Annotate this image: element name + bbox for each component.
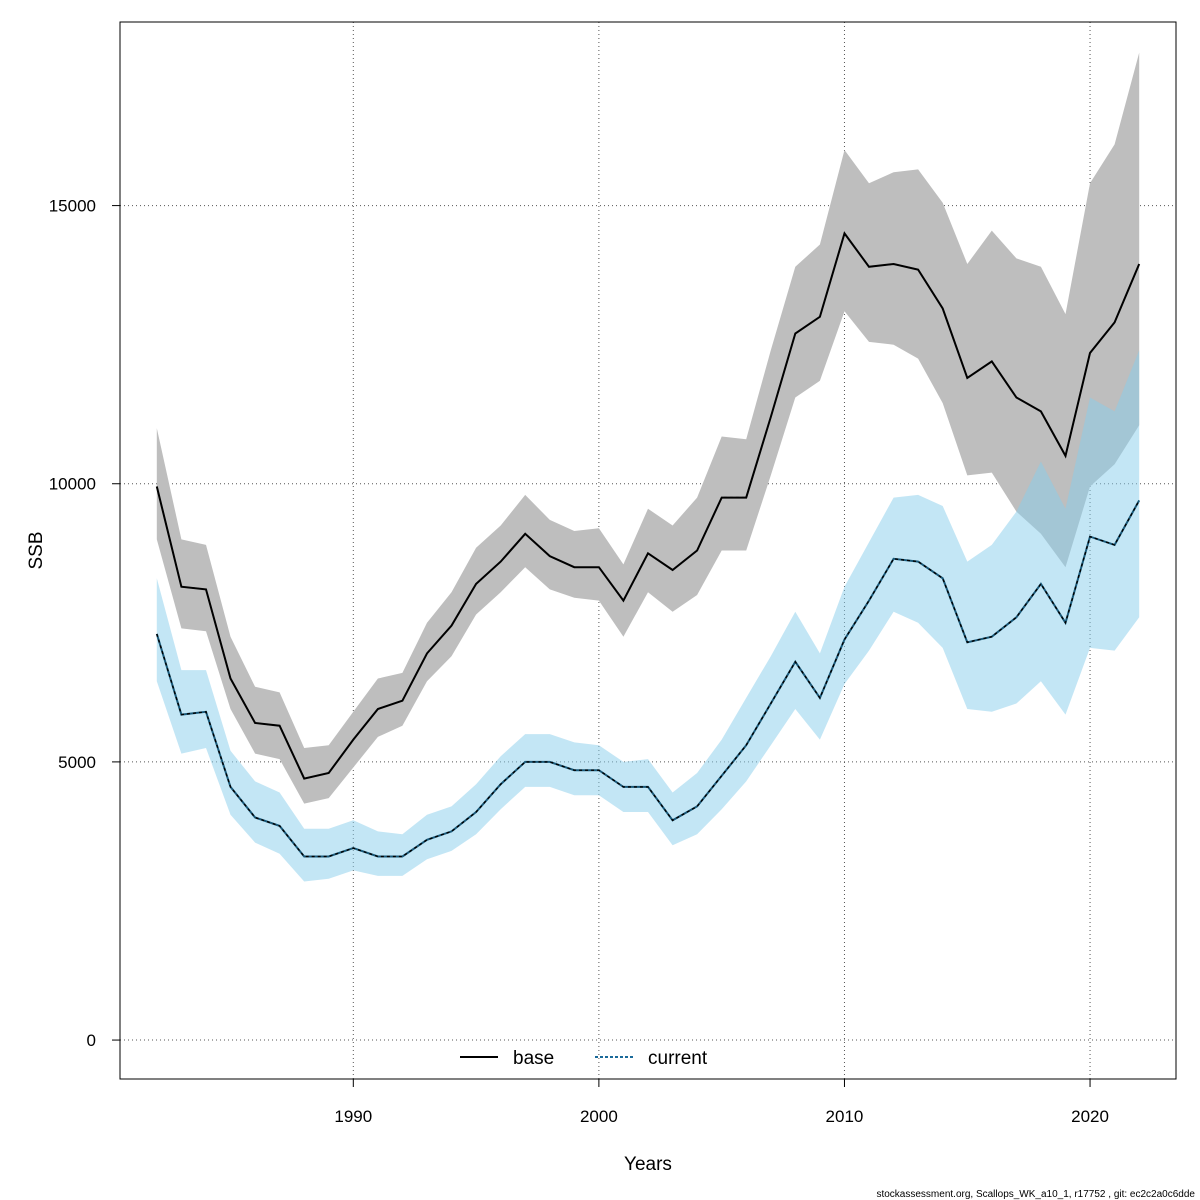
- series-lines: [155, 231, 1141, 858]
- footer-credit: stockassessment.org, Scallops_WK_a10_1, …: [876, 1189, 1195, 1200]
- y-axis-title: SSB: [26, 531, 47, 569]
- y-axis: 0 5000 10000 15000: [49, 197, 120, 1050]
- y-tick-label-5000: 5000: [58, 753, 96, 772]
- y-tick-label-15000: 15000: [49, 197, 96, 216]
- line-base: [155, 231, 1141, 780]
- legend-label-current: current: [648, 1048, 708, 1069]
- plot-frame: [119, 21, 1177, 1080]
- legend-item-current: current: [595, 1048, 708, 1069]
- x-tick-label-2000: 2000: [580, 1107, 618, 1126]
- band-current: [156, 350, 1140, 882]
- x-axis: 1990 2000 2010 2020: [334, 1079, 1109, 1126]
- y-tick-label-0: 0: [87, 1031, 96, 1050]
- legend-item-base: base: [460, 1048, 554, 1069]
- confidence-bands: [156, 52, 1140, 882]
- line-current-dash: [156, 500, 1140, 858]
- band-base: [156, 52, 1140, 804]
- y-tick-label-10000: 10000: [49, 475, 96, 494]
- x-tick-label-1990: 1990: [334, 1107, 372, 1126]
- legend: base current: [460, 1048, 708, 1069]
- x-axis-title: Years: [624, 1154, 672, 1175]
- x-tick-label-2010: 2010: [826, 1107, 864, 1126]
- legend-label-base: base: [513, 1048, 554, 1069]
- x-tick-label-2020: 2020: [1071, 1107, 1109, 1126]
